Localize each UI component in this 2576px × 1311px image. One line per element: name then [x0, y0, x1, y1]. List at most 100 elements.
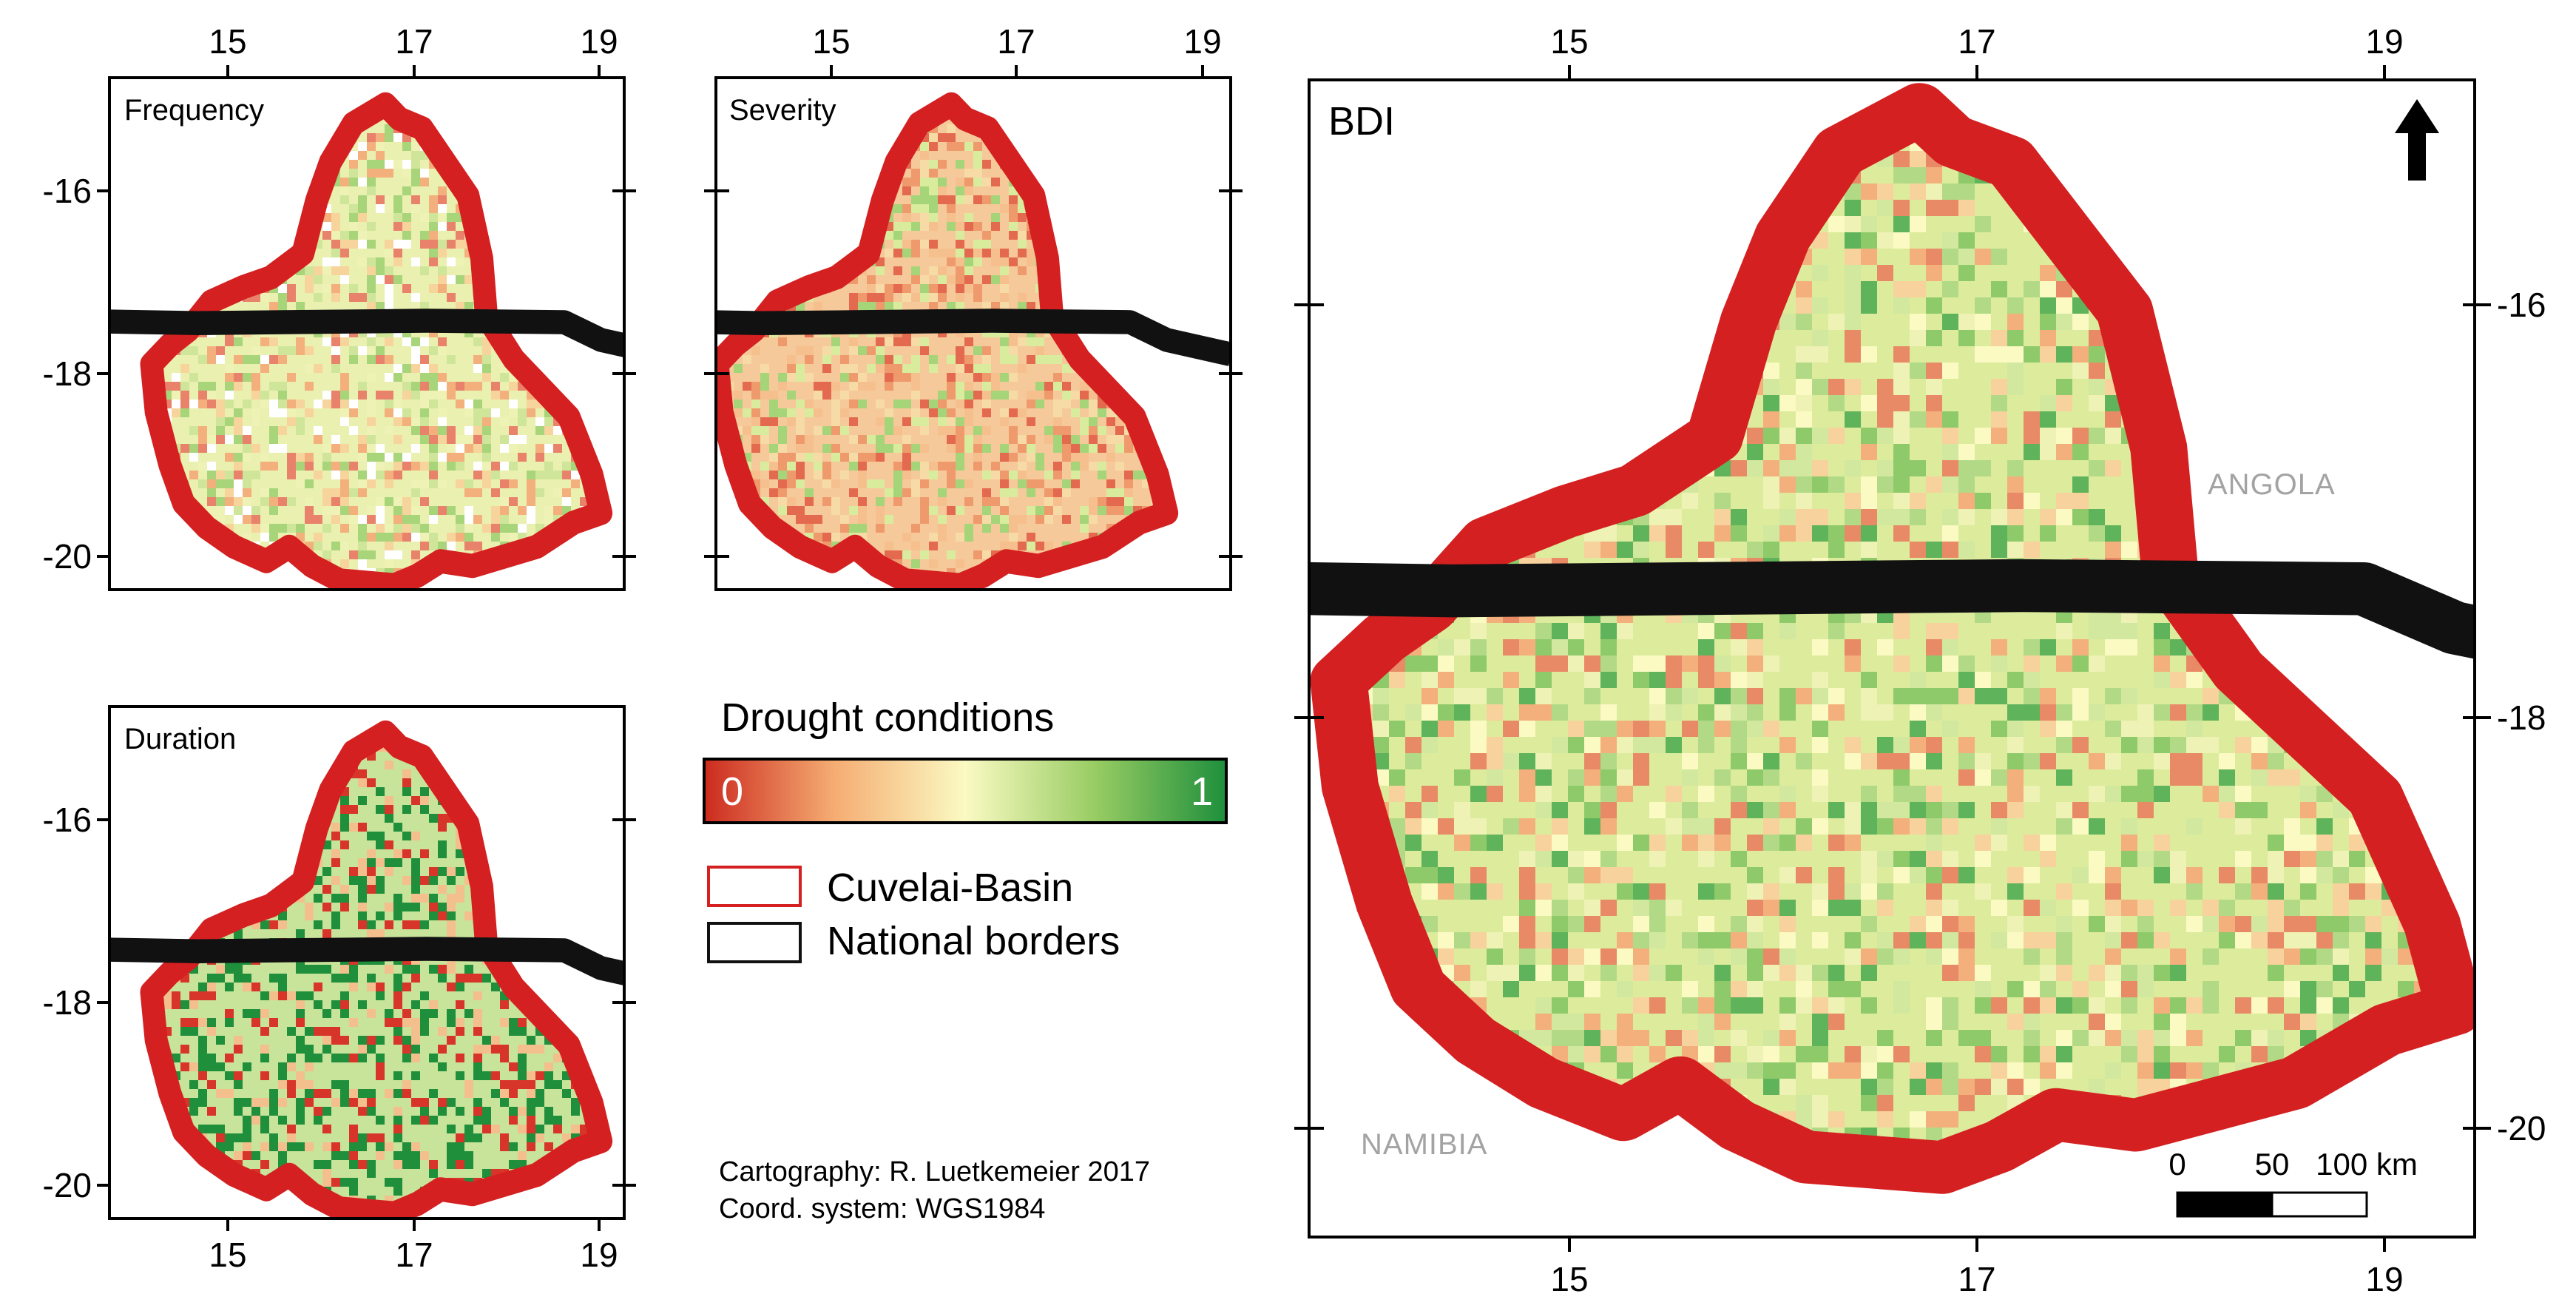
raster-cell: [251, 444, 260, 453]
raster-cell: [376, 151, 385, 160]
raster-cell: [118, 195, 127, 204]
raster-cell: [1035, 515, 1044, 524]
raster-cell: [598, 222, 601, 231]
raster-cell: [973, 373, 982, 382]
raster-cell: [385, 266, 393, 275]
raster-cell: [278, 974, 287, 983]
raster-cell: [1195, 98, 1204, 107]
raster-cell: [456, 1062, 464, 1071]
raster-cell: [393, 249, 402, 257]
raster-cell: [411, 142, 420, 151]
raster-cell: [251, 929, 260, 938]
raster-cell: [243, 734, 251, 743]
raster-cell: [189, 444, 198, 453]
raster-cell: [447, 911, 456, 920]
raster-cell: [902, 533, 911, 542]
raster-cell: [393, 903, 402, 911]
raster-cell: [544, 417, 553, 426]
raster-cell: [751, 444, 760, 453]
raster-cell: [296, 577, 305, 585]
raster-cell: [349, 1098, 358, 1107]
raster-cell: [947, 462, 956, 471]
raster-cell: [1213, 435, 1222, 444]
raster-cell: [482, 453, 491, 462]
raster-cell: [1044, 435, 1053, 444]
raster-cell: [358, 867, 367, 876]
raster-cell: [982, 195, 991, 204]
raster-cell: [456, 1107, 464, 1116]
raster-cell: [251, 1009, 260, 1018]
raster-cell: [251, 133, 260, 142]
raster-cell: [527, 761, 535, 769]
raster-cell: [1009, 542, 1018, 550]
raster-cell: [393, 515, 402, 524]
raster-cell: [1195, 417, 1204, 426]
raster-cell: [1195, 302, 1204, 311]
raster-cell: [796, 515, 805, 524]
raster-cell: [180, 257, 189, 266]
raster-cell: [518, 417, 527, 426]
raster-cell: [180, 293, 189, 302]
raster-cell: [411, 417, 420, 426]
raster-cell: [734, 142, 743, 151]
raster-cell: [349, 974, 358, 983]
raster-cell: [938, 391, 947, 400]
raster-cell: [947, 506, 956, 515]
raster-cell: [1160, 231, 1167, 240]
raster-cell: [482, 1125, 491, 1133]
raster-cell: [580, 929, 589, 938]
raster-cell: [1044, 426, 1053, 435]
raster-cell: [553, 444, 562, 453]
raster-cell: [260, 204, 269, 213]
raster-cell: [393, 991, 402, 1000]
raster-cell: [234, 133, 243, 142]
raster-cell: [1195, 524, 1204, 533]
raster-cell: [1177, 89, 1186, 98]
raster-cell: [331, 1036, 340, 1045]
raster-cell: [535, 1071, 544, 1080]
raster-cell: [260, 488, 269, 497]
raster-cell: [376, 160, 385, 169]
raster-cell: [243, 858, 251, 867]
raster-cell: [438, 849, 447, 858]
raster-cell: [411, 160, 420, 169]
raster-cell: [787, 257, 796, 266]
raster-cell: [518, 814, 527, 823]
raster-cell: [1142, 160, 1151, 169]
raster-cell: [1169, 293, 1177, 302]
raster-cell: [743, 142, 751, 151]
raster-cell: [393, 1071, 402, 1080]
raster-cell: [1089, 124, 1098, 133]
raster-cell: [402, 391, 411, 400]
raster-cell: [769, 568, 778, 577]
raster-cell: [1106, 142, 1115, 151]
raster-cell: [447, 1098, 456, 1107]
raster-cell: [464, 142, 473, 151]
raster-cell: [947, 408, 956, 417]
raster-cell: [251, 885, 260, 894]
raster-cell: [127, 373, 136, 382]
raster-cell: [831, 453, 840, 462]
raster-cell: [1186, 89, 1195, 98]
raster-cell: [778, 382, 787, 391]
raster-cell: [1195, 373, 1204, 382]
raster-cell: [216, 400, 225, 408]
raster-cell: [1142, 249, 1151, 257]
raster-cell: [553, 894, 562, 903]
raster-cell: [154, 867, 163, 876]
raster-cell: [796, 142, 805, 151]
raster-cell: [340, 732, 349, 734]
raster-cell: [1213, 444, 1222, 453]
raster-cell: [982, 89, 991, 98]
raster-cell: [152, 894, 154, 903]
raster-cell: [1106, 479, 1115, 488]
raster-cell: [216, 355, 225, 364]
raster-cell: [154, 832, 163, 840]
raster-cell: [189, 346, 198, 355]
raster-cell: [393, 435, 402, 444]
raster-cell: [1213, 311, 1222, 320]
raster-cell: [234, 471, 243, 479]
raster-cell: [751, 293, 760, 302]
raster-cell: [464, 732, 473, 734]
raster-cell: [947, 373, 956, 382]
